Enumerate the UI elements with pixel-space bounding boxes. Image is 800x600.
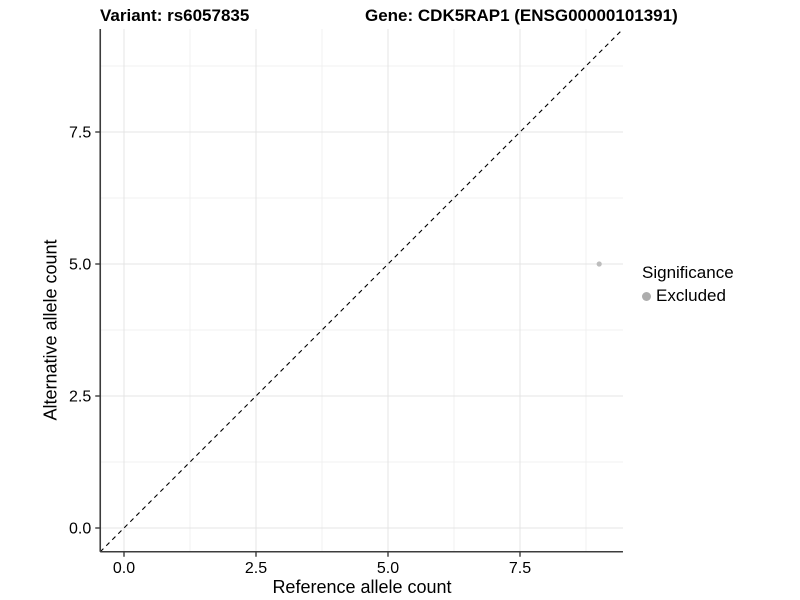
legend-title: Significance: [642, 263, 734, 282]
x-tick-label: 0.0: [113, 560, 135, 577]
y-axis-title: Alternative allele count: [40, 239, 61, 421]
legend: Significance Excluded: [642, 263, 734, 306]
y-tick-label: 0.0: [69, 521, 91, 538]
data-point-excluded: [596, 261, 602, 267]
y-tick-label: 2.5: [69, 389, 91, 406]
excluded-point-icon: [642, 291, 651, 301]
x-tick-label: 2.5: [245, 560, 267, 577]
x-tick-label: 7.5: [509, 560, 531, 577]
legend-item-excluded: Excluded: [642, 286, 734, 306]
y-tick-label: 5.0: [69, 257, 91, 274]
variant-title: Variant: rs6057835: [100, 6, 250, 25]
x-tick-label: 5.0: [377, 560, 399, 577]
identity-dashed-line: [99, 28, 624, 553]
legend-item-label: Excluded: [656, 286, 726, 305]
x-axis-title: Reference allele count: [272, 577, 452, 597]
y-tick-label: 7.5: [69, 125, 91, 142]
gene-title: Gene: CDK5RAP1 (ENSG00000101391): [365, 6, 678, 25]
